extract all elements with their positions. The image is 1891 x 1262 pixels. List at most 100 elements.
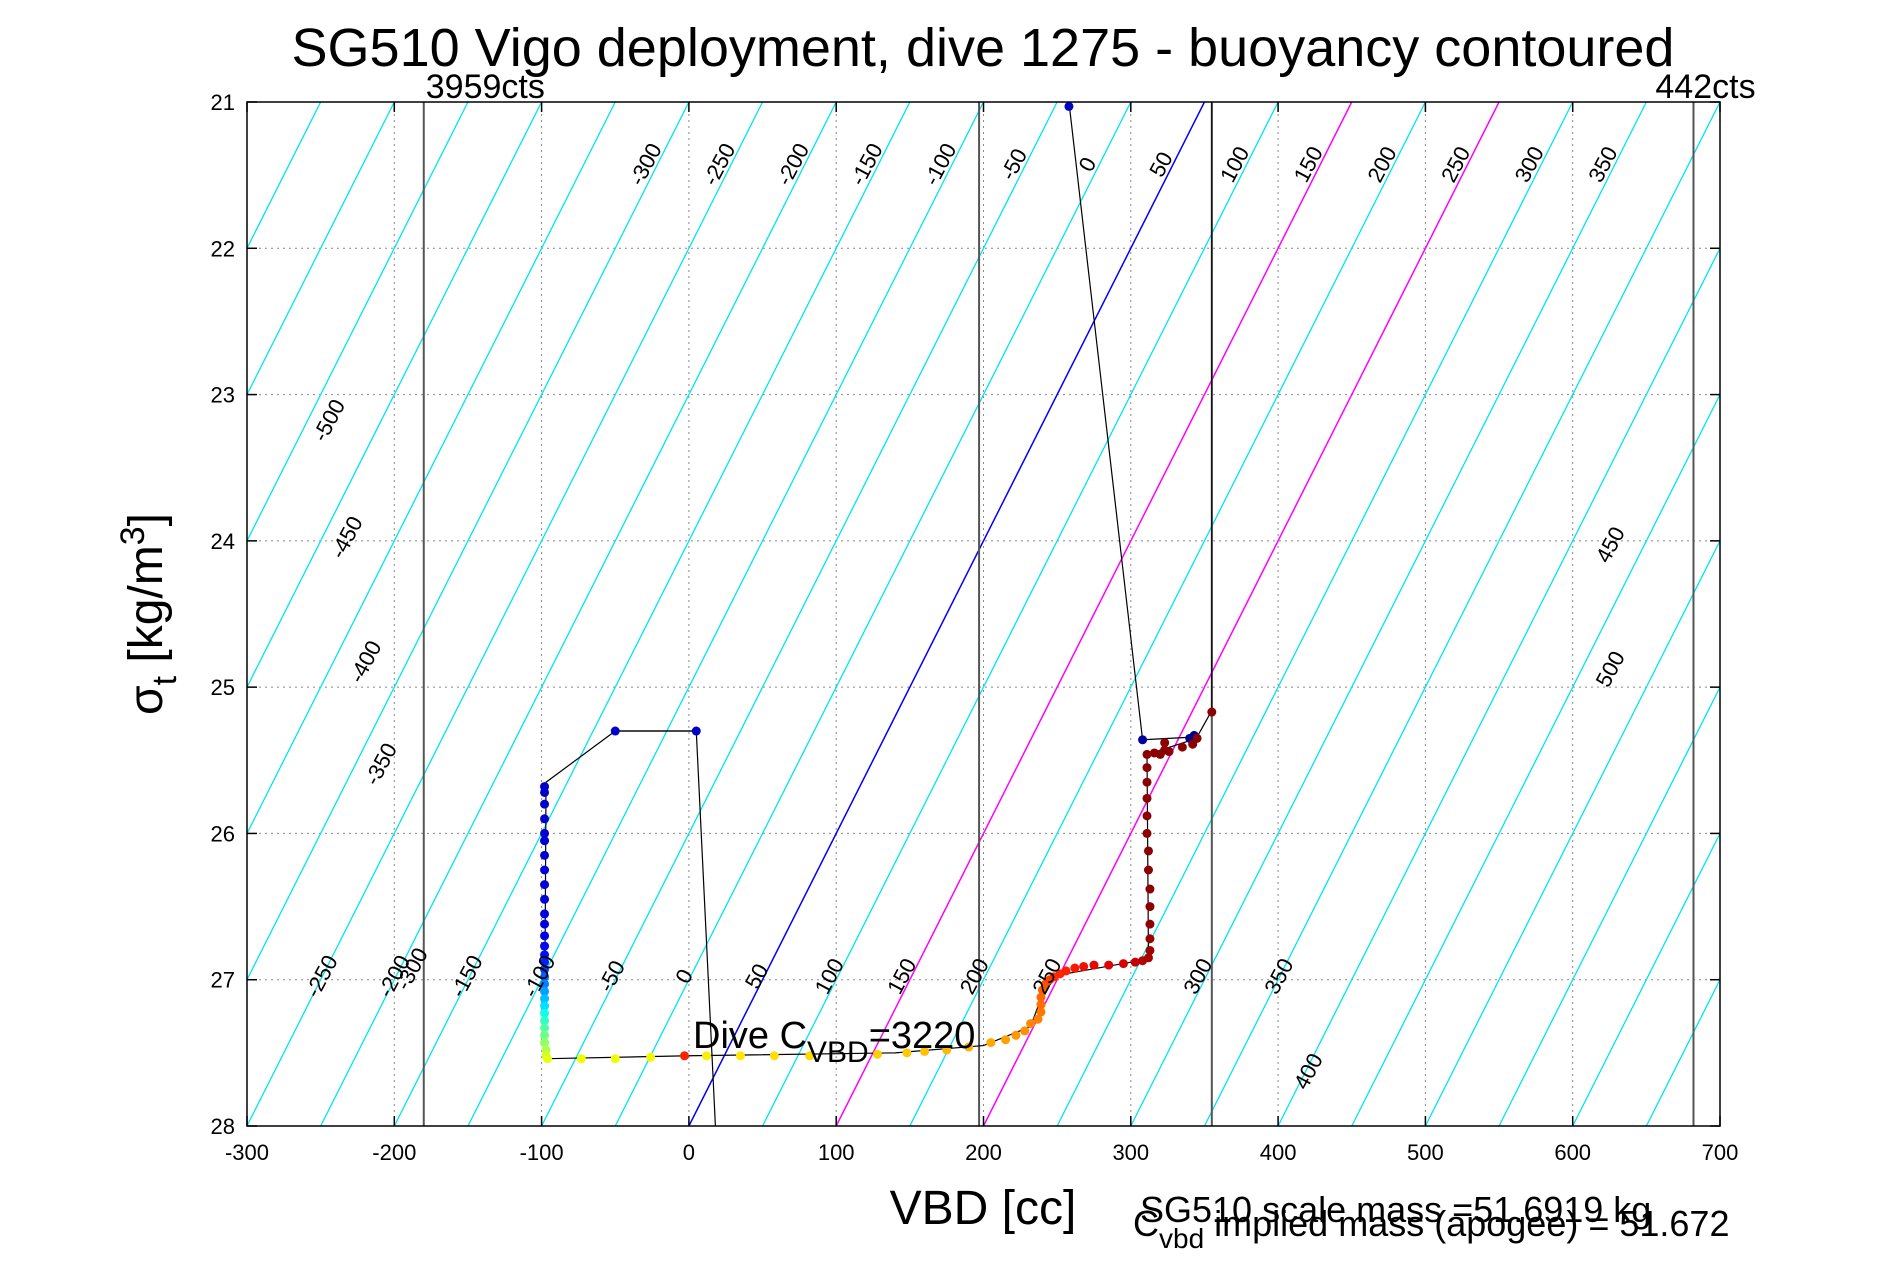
contour-line <box>835 102 1353 1126</box>
data-point <box>902 1048 912 1058</box>
contour-line <box>982 102 1500 1126</box>
x-tick-label: 500 <box>1407 1140 1444 1165</box>
implied-mass-annotation: Cvbd implied mass (apogee) = 51.672 <box>1133 1203 1729 1254</box>
data-point <box>540 909 550 919</box>
y-tick-label: 24 <box>211 529 235 554</box>
track-segment <box>1068 102 1213 741</box>
data-point <box>1142 828 1152 838</box>
contour-line <box>688 102 1206 1126</box>
data-point <box>540 1001 550 1011</box>
data-point <box>1079 962 1089 972</box>
data-point <box>1164 747 1174 757</box>
data-point <box>1026 1019 1036 1029</box>
implied-sub: vbd <box>1159 1223 1204 1254</box>
data-point <box>540 787 550 797</box>
data-point <box>1143 865 1153 875</box>
contour-line <box>1719 1124 1720 1126</box>
data-point <box>540 865 550 875</box>
data-point <box>1061 966 1071 976</box>
contour-line <box>541 102 1058 1126</box>
data-point <box>1143 953 1153 963</box>
data-point <box>1145 902 1155 912</box>
data-point <box>1001 1035 1011 1045</box>
data-point <box>540 894 550 904</box>
data-point <box>1142 811 1152 821</box>
data-point <box>540 986 550 996</box>
data-point <box>540 1016 550 1026</box>
data-point <box>540 1008 550 1018</box>
data-point <box>964 1042 974 1052</box>
x-tick-label: 400 <box>1260 1140 1297 1165</box>
contour-line <box>247 102 690 982</box>
contour-line <box>1498 685 1720 1126</box>
data-point <box>920 1046 930 1056</box>
data-point <box>1036 1007 1046 1017</box>
x-tick-label: -100 <box>520 1140 564 1165</box>
x-tick-label: -300 <box>225 1140 269 1165</box>
contour-line <box>1130 102 1647 1126</box>
vbd-limit-label: 442cts <box>1655 68 1755 106</box>
data-point <box>1118 959 1128 969</box>
chart-title: SG510 Vigo deployment, dive 1275 - buoya… <box>292 18 1675 78</box>
data-point <box>540 994 550 1004</box>
data-point <box>1089 960 1099 970</box>
data-point <box>769 1051 779 1061</box>
contour-line <box>1794 102 1891 1126</box>
data-point <box>1011 1030 1021 1040</box>
data-point <box>1138 735 1148 745</box>
contour-line <box>1203 102 1720 1126</box>
data-point <box>1145 919 1155 929</box>
contour-line <box>0 102 26 1126</box>
data-point <box>542 1054 552 1064</box>
data-point <box>540 880 550 890</box>
data-point <box>540 964 550 974</box>
data-point <box>1104 960 1114 970</box>
x-tick-label: -200 <box>372 1140 416 1165</box>
y-tick-label: 27 <box>211 968 235 993</box>
data-points <box>540 101 1217 1064</box>
data-point <box>540 1038 550 1048</box>
vbd-limit-label: 3959cts <box>426 68 545 106</box>
x-axis-ticks: -300 -200 -100 0 100 200 300 400 500 600 700 <box>225 102 1738 1165</box>
x-tick-label: 700 <box>1702 1140 1739 1165</box>
data-point <box>1064 101 1074 111</box>
data-point <box>1142 749 1152 759</box>
x-tick-label: 0 <box>683 1140 695 1165</box>
data-point <box>872 1049 882 1059</box>
contour-line <box>247 102 395 397</box>
contour-line <box>0 102 100 1126</box>
y-axis-label-unit: [kg/m <box>120 545 173 676</box>
data-point <box>1143 846 1153 856</box>
y-axis-ticks: 21 22 23 24 25 26 27 28 <box>211 90 1720 1139</box>
data-point <box>540 941 550 951</box>
contour-line <box>247 102 543 689</box>
data-point <box>1142 793 1152 803</box>
contour-line <box>393 102 911 1126</box>
y-tick-label: 26 <box>211 821 235 846</box>
y-tick-label: 28 <box>211 1114 235 1139</box>
y-axis-label-close: ] <box>120 513 173 526</box>
data-point <box>540 957 550 967</box>
data-point <box>576 1054 586 1064</box>
contour-line <box>247 102 469 543</box>
data-point <box>1160 738 1170 748</box>
data-point <box>1207 707 1217 717</box>
data-point <box>735 1051 745 1061</box>
contour-line <box>761 102 1279 1126</box>
data-point <box>986 1038 996 1048</box>
data-point <box>702 1051 712 1061</box>
contour-line <box>1056 102 1574 1126</box>
data-point <box>1033 1014 1043 1024</box>
data-point <box>805 1051 815 1061</box>
buoyancy-contours <box>0 102 1891 1126</box>
data-point <box>540 828 550 838</box>
data-point <box>610 726 620 736</box>
y-tick-label: 21 <box>211 90 235 115</box>
data-point <box>540 836 550 846</box>
data-point <box>646 1052 656 1062</box>
contour-line <box>1351 393 1720 1126</box>
x-tick-label: 100 <box>818 1140 855 1165</box>
y-tick-label: 25 <box>211 675 235 700</box>
contour-line <box>467 102 985 1126</box>
data-point <box>1145 934 1155 944</box>
